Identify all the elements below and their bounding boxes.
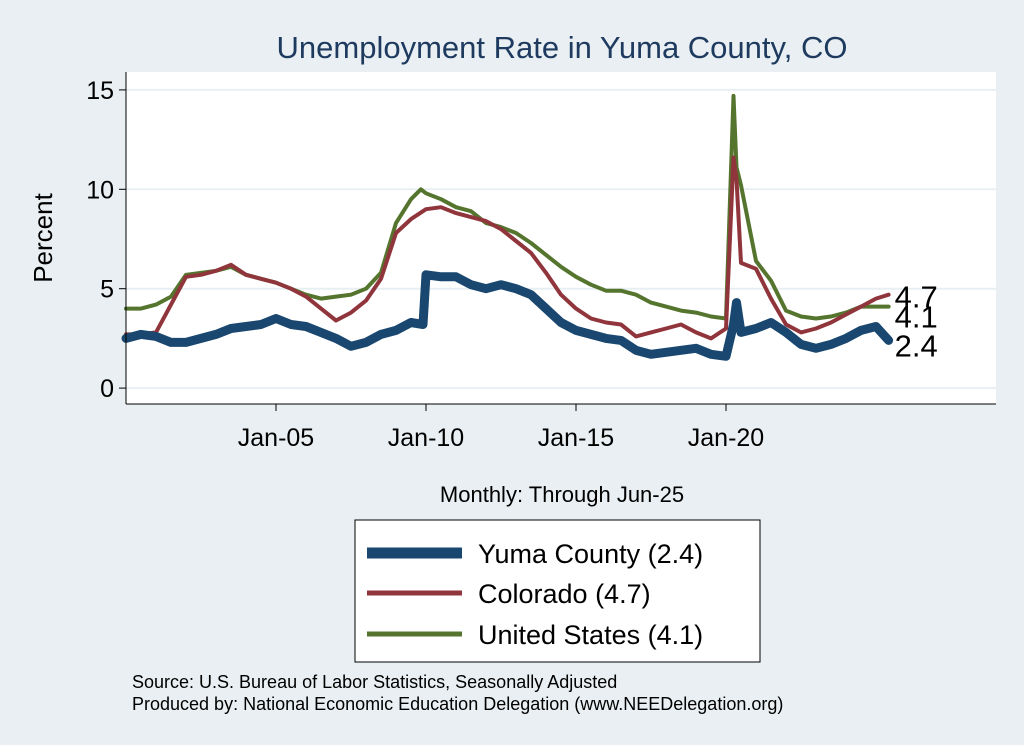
x-tick-label: Jan-05 [238,424,314,452]
x-tick-label: Jan-10 [388,424,464,452]
legend-entries: Yuma County (2.4) Colorado (4.7) United St… [367,539,703,650]
x-tick-label: Jan-15 [538,424,614,452]
source-note: Source: U.S. Bureau of Labor Statistics,… [132,672,617,692]
y-tick-label: 10 [86,176,114,204]
produced-note: Produced by: National Economic Education… [132,694,783,714]
end-label-2: 4.1 [895,300,938,335]
x-tick-label: Jan-20 [688,424,764,452]
legend: Yuma County (2.4) Colorado (4.7) United St… [354,519,761,663]
end-label-0: 2.4 [895,328,938,363]
chart-title: Unemployment Rate in Yuma County, CO [277,30,848,65]
end-labels: 2.4 4.74.1 [895,280,938,364]
axis-ticks: 0 5 10 15 Jan-05 Jan-10 Jan-15 Jan-20 [86,77,764,452]
legend-label-2: United States (4.1) [478,620,703,650]
y-tick-label: 5 [100,276,114,304]
y-axis-label: Percent [28,192,58,282]
legend-label-0: Yuma County (2.4) [478,539,703,569]
series-line-1 [124,155,891,341]
plot-area [126,72,996,404]
series-lines [121,93,894,361]
legend-label-1: Colorado (4.7) [478,579,651,609]
grid-lines [126,88,996,390]
y-tick-label: 15 [86,77,114,105]
series-line-0 [121,270,894,361]
y-tick-label: 0 [100,375,114,403]
end-label-1: 4.7 [895,280,938,315]
x-axis-label: Monthly: Through Jun-25 [440,482,684,507]
